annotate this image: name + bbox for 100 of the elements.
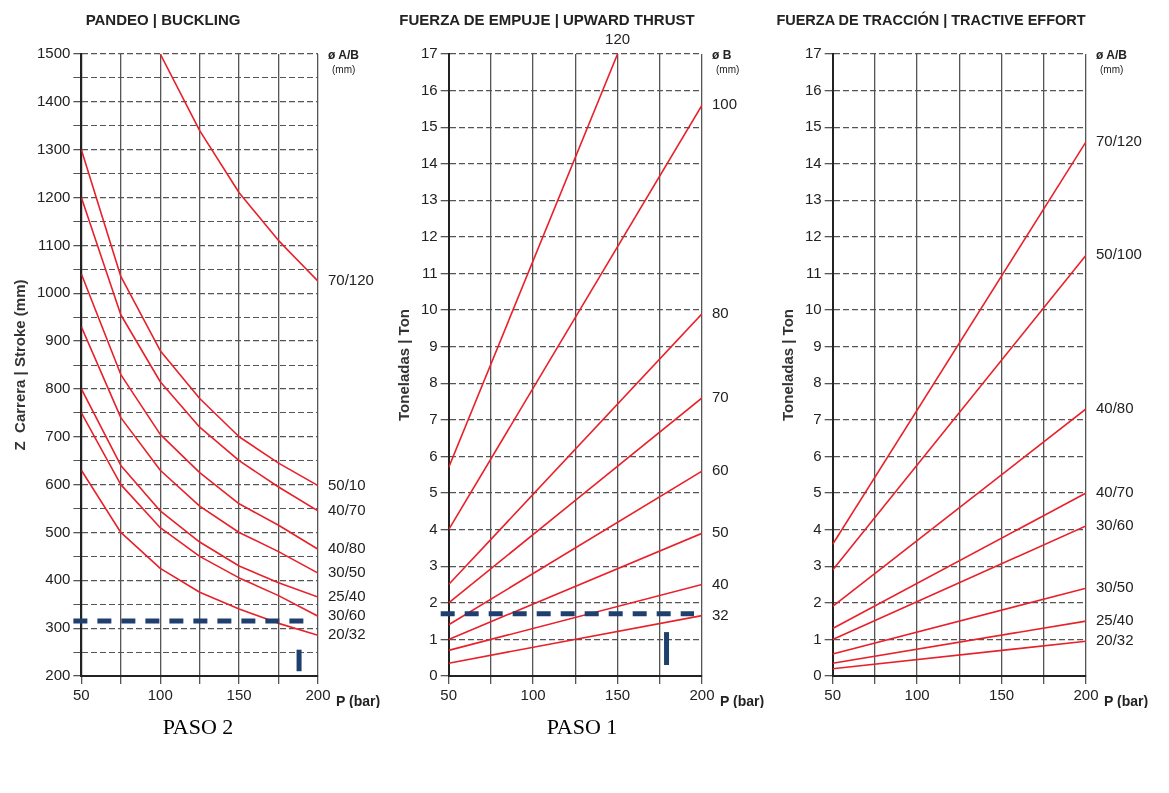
- y-tick-label: 11: [422, 263, 438, 281]
- chart-title: FUERZA DE EMPUJE | UPWARD THRUST: [399, 11, 695, 29]
- y-tick-label: 4: [813, 519, 822, 537]
- text: PASO 1: [546, 714, 618, 740]
- text: PASO 2: [162, 714, 234, 740]
- x-tick-label: 100: [520, 686, 546, 704]
- y-tick-label: 13: [421, 190, 438, 208]
- y-axis-title: Z Carrera | Stroke (mm): [11, 279, 29, 451]
- y-tick-label: 900: [45, 331, 71, 349]
- y-tick-label: 17: [805, 44, 822, 62]
- x-axis-title: P (bar): [336, 692, 381, 709]
- y-tick-label: 600: [45, 474, 71, 492]
- x-tick-label: 50: [440, 686, 458, 704]
- y-tick-label: 7: [813, 410, 822, 428]
- chart-title: PANDEO | BUCKLING: [85, 11, 241, 29]
- series-label: 60: [712, 461, 729, 479]
- y-tick-label: 16: [421, 80, 438, 98]
- series-label: 40/80: [328, 539, 366, 557]
- y-tick-label: 1200: [36, 187, 71, 205]
- y-tick-label: 12: [805, 227, 822, 245]
- x-tick-label: 50: [73, 686, 90, 704]
- y-tick-label: 14: [805, 153, 822, 171]
- y-tick-label: 7: [429, 410, 438, 428]
- x-tick-label: 150: [989, 686, 1015, 704]
- series-label: 70/120: [328, 271, 374, 289]
- x-axis-title: P (bar): [720, 692, 765, 709]
- series-label: 50/100: [1096, 245, 1142, 263]
- y-tick-label: 15: [805, 117, 822, 135]
- legend-title: ø B (mm): [712, 48, 740, 75]
- x-tick-label: 200: [689, 686, 715, 704]
- y-tick-label: 9: [429, 336, 438, 354]
- series-label: 40/70: [328, 501, 366, 519]
- x-tick-label: 100: [904, 686, 930, 704]
- series-label: 70/120: [1096, 131, 1142, 149]
- series-label: 20/32: [1096, 631, 1134, 649]
- series-label: 25/40: [1096, 611, 1134, 629]
- series-label: 120: [605, 30, 631, 48]
- series-label: 40/80: [1096, 399, 1134, 417]
- y-tick-label: 6: [429, 446, 438, 464]
- series-label: 40: [712, 574, 729, 592]
- y-tick-label: 1400: [36, 91, 71, 109]
- series-label: 30/60: [1096, 516, 1134, 534]
- y-tick-label: 2: [429, 592, 438, 610]
- y-tick-label: 200: [45, 666, 71, 684]
- y-tick-label: 10: [805, 300, 822, 318]
- chart-title: FUERZA DE TRACCIÓN | TRACTIVE EFFORT: [776, 10, 1086, 29]
- y-tick-label: 5: [429, 483, 438, 501]
- y-tick-label: 0: [813, 666, 822, 684]
- series-label: 70: [712, 388, 729, 406]
- series-label: 100: [712, 95, 738, 113]
- y-tick-label: 15: [421, 117, 438, 135]
- series-label: 20/32: [328, 625, 366, 643]
- y-tick-label: 13: [805, 190, 822, 208]
- y-tick-label: 1300: [36, 139, 71, 157]
- y-tick-label: 700: [45, 426, 71, 444]
- y-tick-label: 5: [813, 483, 822, 501]
- x-tick-label: 200: [305, 686, 331, 704]
- series-label: 25/40: [328, 587, 366, 605]
- legend-title: ø A/B (mm): [1096, 48, 1128, 75]
- x-tick-label: 200: [1073, 686, 1099, 704]
- y-tick-label: 6: [813, 446, 822, 464]
- y-tick-label: 16: [805, 80, 822, 98]
- y-tick-label: 4: [429, 519, 438, 537]
- y-tick-label: 500: [45, 522, 71, 540]
- x-axis-title: P (bar): [1104, 692, 1149, 709]
- y-tick-label: 17: [421, 44, 438, 62]
- y-tick-label: 300: [45, 618, 71, 636]
- y-tick-label: 14: [421, 153, 438, 171]
- series-label: 30/50: [1096, 578, 1134, 596]
- y-tick-label: 1: [813, 629, 822, 647]
- y-tick-label: 1000: [36, 283, 71, 301]
- y-tick-label: 8: [429, 373, 438, 391]
- y-tick-label: 0: [429, 666, 438, 684]
- series-label: 30/50: [328, 563, 366, 581]
- y-tick-label: 1500: [36, 44, 71, 62]
- x-tick-label: 100: [147, 686, 173, 704]
- y-tick-label: 1: [429, 629, 438, 647]
- y-axis-title: Toneladas | Ton: [395, 309, 413, 421]
- y-axis-title: Toneladas | Ton: [779, 309, 797, 421]
- series-label: 40/70: [1096, 483, 1134, 501]
- x-tick-label: 50: [824, 686, 842, 704]
- y-tick-label: 11: [806, 263, 822, 281]
- x-tick-label: 150: [226, 686, 252, 704]
- y-tick-label: 800: [45, 379, 71, 397]
- series-label: 50: [712, 523, 729, 541]
- series-label: 30/60: [328, 606, 366, 624]
- series-label: 32: [712, 605, 729, 623]
- y-tick-label: 2: [813, 592, 822, 610]
- y-tick-label: 10: [421, 300, 438, 318]
- x-tick-label: 150: [605, 686, 631, 704]
- series-label: 80: [712, 303, 729, 321]
- y-tick-label: 1100: [38, 235, 71, 253]
- y-tick-label: 3: [429, 556, 438, 574]
- y-tick-label: 3: [813, 556, 822, 574]
- y-tick-label: 12: [421, 227, 438, 245]
- y-tick-label: 8: [813, 373, 822, 391]
- legend-title: ø A/B (mm): [328, 48, 360, 75]
- series-label: 50/10: [328, 475, 366, 493]
- y-tick-label: 9: [813, 336, 822, 354]
- y-tick-label: 400: [45, 570, 71, 588]
